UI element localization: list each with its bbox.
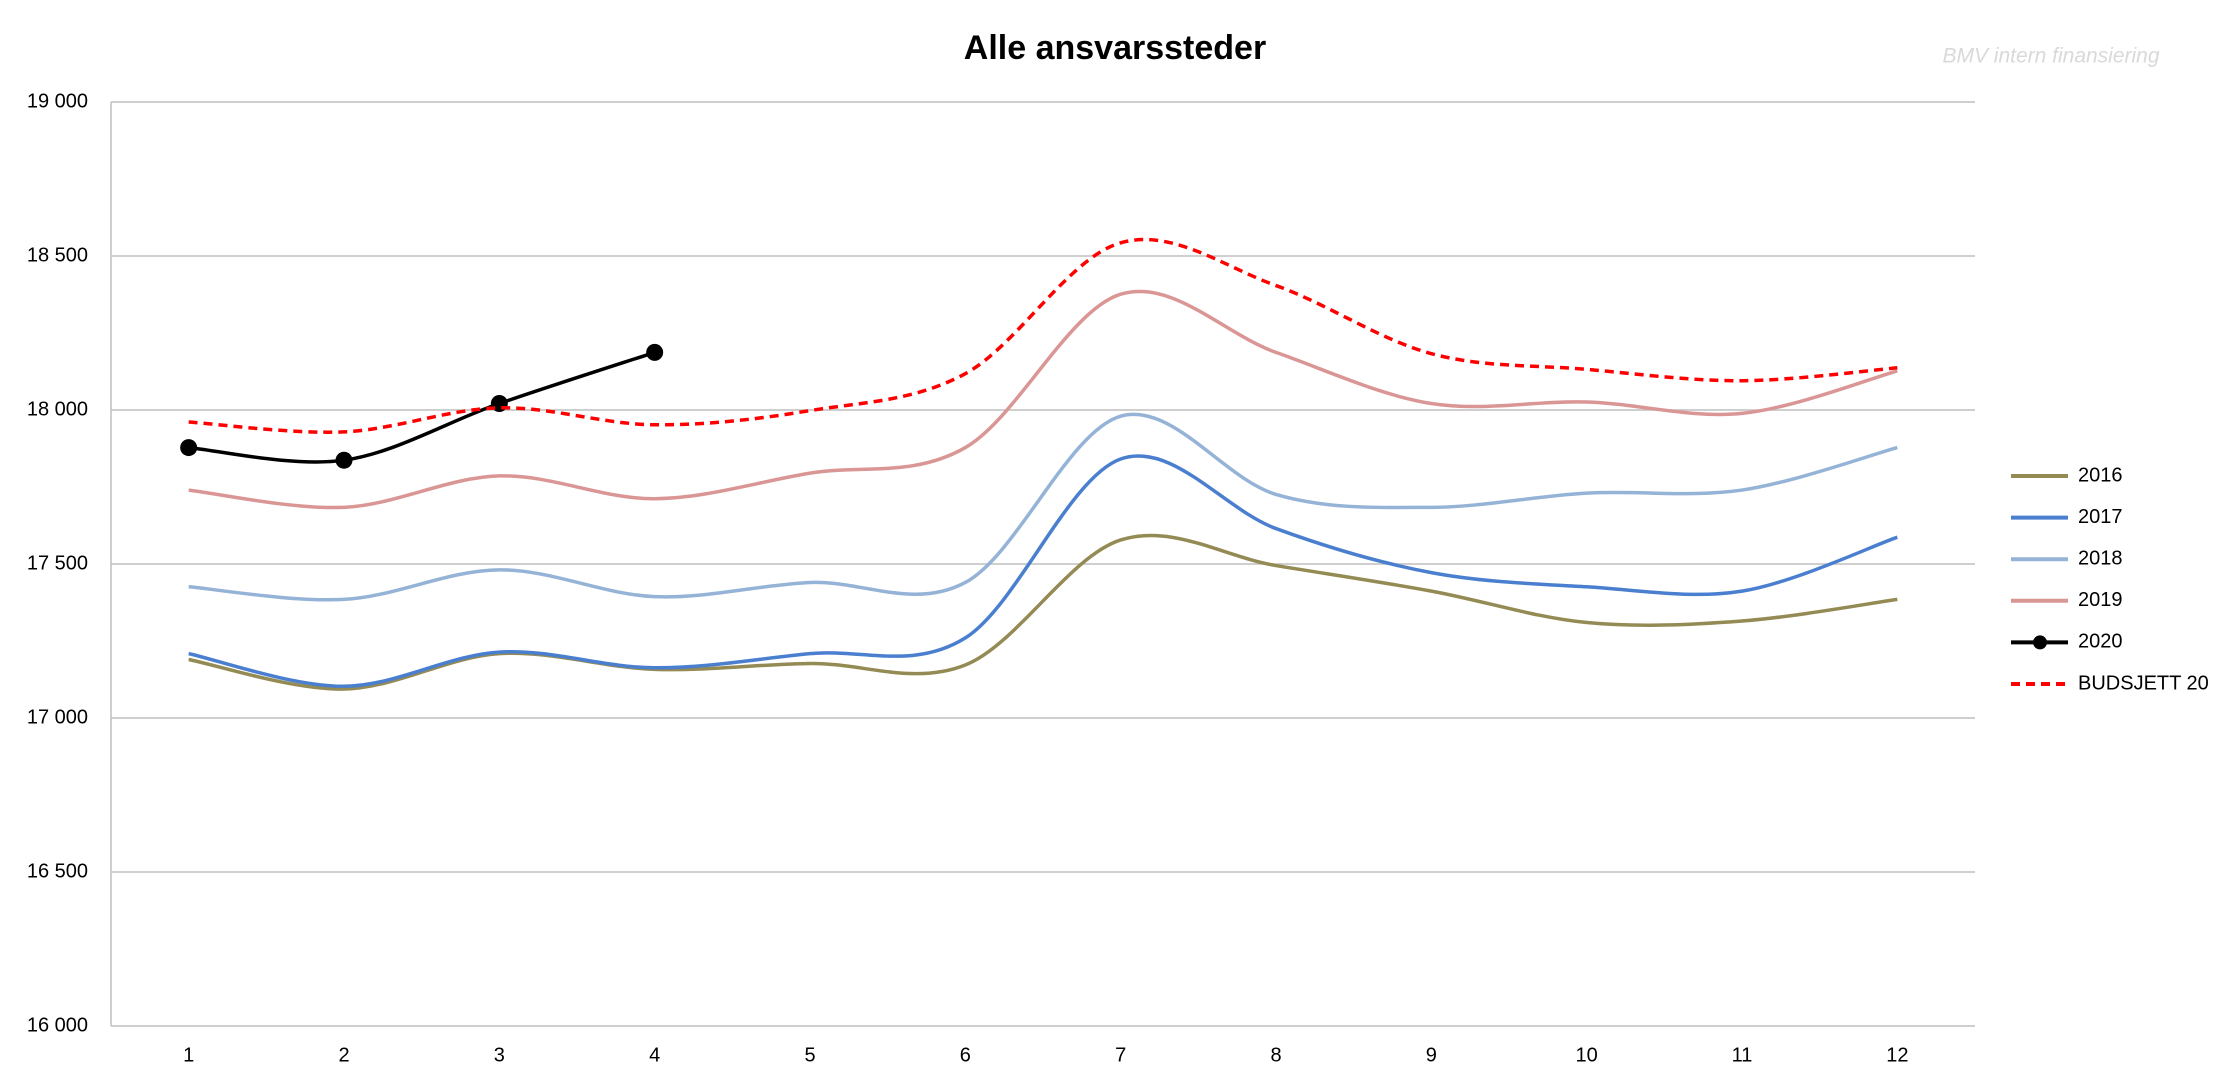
x-tick-label: 4 — [649, 1044, 660, 1066]
x-tick-label: 3 — [494, 1044, 505, 1066]
y-tick-label: 18 000 — [27, 398, 88, 420]
x-tick-label: 7 — [1115, 1044, 1126, 1066]
series-marker — [180, 439, 198, 457]
legend-label: 2018 — [2078, 547, 2123, 569]
legend-label: 2016 — [2078, 464, 2123, 486]
legend-label: BUDSJETT 20 — [2078, 672, 2209, 694]
watermark: BMV intern finansiering — [1942, 45, 2159, 68]
series-line — [188, 350, 656, 464]
x-tick-label: 10 — [1576, 1044, 1598, 1066]
series-line — [188, 412, 1898, 602]
legend-label: 2020 — [2078, 631, 2123, 653]
legend-marker — [2033, 635, 2047, 650]
series-line — [188, 533, 1898, 691]
series-line — [188, 289, 1898, 510]
y-tick-label: 16 000 — [27, 1014, 88, 1036]
y-tick-label: 19 000 — [27, 90, 88, 112]
x-tick-label: 2 — [338, 1044, 349, 1066]
x-tick-label: 9 — [1426, 1044, 1437, 1066]
y-tick-label: 18 500 — [27, 244, 88, 266]
y-tick-label: 17 000 — [27, 706, 88, 728]
x-tick-label: 8 — [1270, 1044, 1281, 1066]
series-marker — [335, 451, 353, 469]
legend-label: 2017 — [2078, 506, 2123, 528]
chart-title: Alle ansvarssteder — [964, 29, 1266, 67]
x-tick-label: 12 — [1886, 1044, 1908, 1066]
series-marker — [646, 343, 664, 361]
series-line — [188, 237, 1898, 434]
y-tick-label: 17 500 — [27, 552, 88, 574]
x-tick-label: 11 — [1732, 1044, 1753, 1066]
y-tick-label: 16 500 — [27, 860, 88, 882]
x-tick-label: 5 — [804, 1044, 815, 1066]
legend-label: 2019 — [2078, 589, 2123, 611]
series-line — [188, 454, 1898, 689]
x-tick-label: 1 — [183, 1044, 194, 1066]
x-tick-label: 6 — [960, 1044, 971, 1066]
